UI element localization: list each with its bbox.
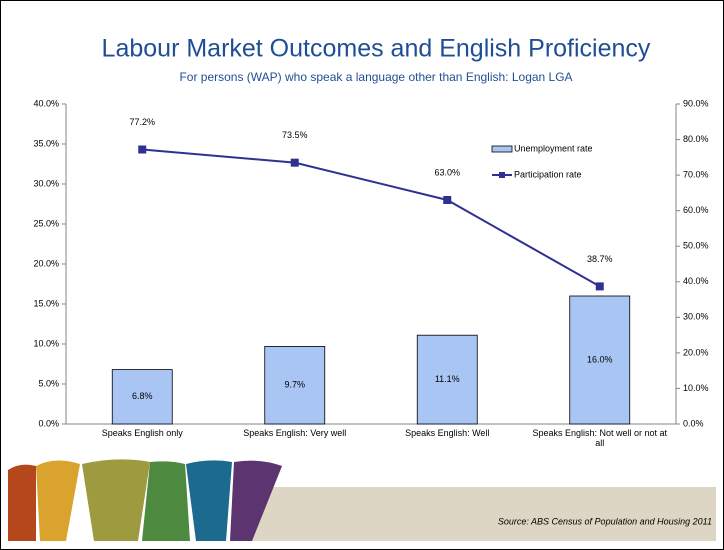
y-tick-label: 15.0% [33,298,59,308]
x-tick-label: Speaks English: Well [375,428,519,438]
y2-tick-label: 60.0% [683,205,709,215]
y2-tick-label: 50.0% [683,241,709,251]
footer-band [248,487,716,541]
x-tick-label: Speaks English: Very well [223,428,367,438]
marker [138,146,146,154]
legend-swatch [499,172,505,178]
y-tick-label: 30.0% [33,178,59,188]
chart-subtitle: For persons (WAP) who speak a language o… [179,70,572,84]
marker [443,196,451,204]
legend-label: Unemployment rate [514,143,593,153]
marker [596,282,604,290]
x-tick-label: Speaks English: Not well or not at all [528,428,672,448]
legend-label: Participation rate [514,169,582,179]
chart-title: Labour Market Outcomes and English Profi… [102,35,651,63]
marker [291,159,299,167]
data-label: 9.7% [284,380,305,390]
y2-tick-label: 10.0% [683,383,709,393]
decor [8,465,36,541]
y2-tick-label: 90.0% [683,98,709,108]
page: {"chart_data": {"type": "bar_line", "tit… [0,0,724,550]
y2-tick-label: 0.0% [683,418,704,428]
source: Source: ABS Census of Population and Hou… [498,516,712,526]
y-tick-label: 25.0% [33,218,59,228]
data-label: 16.0% [587,354,613,364]
data-label: 38.7% [587,254,613,264]
x-tick-label-box: Speaks English only [70,428,214,454]
decor [82,459,150,541]
y-tick-label: 0.0% [38,418,59,428]
legend-swatch [492,146,512,152]
data-label: 77.2% [129,117,155,127]
y-tick-label: 40.0% [33,98,59,108]
y-tick-label: 5.0% [38,378,59,388]
y2-tick-label: 20.0% [683,347,709,357]
x-tick-label: Speaks English only [70,428,214,438]
data-label: 63.0% [434,167,460,177]
x-tick-label-box: Speaks English: Not well or not at all [528,428,672,454]
x-tick-label-box: Speaks English: Very well [223,428,367,454]
data-label: 6.8% [132,391,153,401]
y-tick-label: 20.0% [33,258,59,268]
y-tick-label: 35.0% [33,138,59,148]
y-tick-label: 10.0% [33,338,59,348]
slide: Source: ABS Census of Population and Hou… [0,0,724,550]
data-label: 11.1% [435,374,460,384]
y2-tick-label: 80.0% [683,134,709,144]
y2-tick-label: 40.0% [683,276,709,286]
x-tick-label-box: Speaks English: Well [375,428,519,454]
decor [142,461,190,541]
y2-tick-label: 70.0% [683,169,709,179]
y2-tick-label: 30.0% [683,312,709,322]
data-label: 73.5% [282,130,308,140]
